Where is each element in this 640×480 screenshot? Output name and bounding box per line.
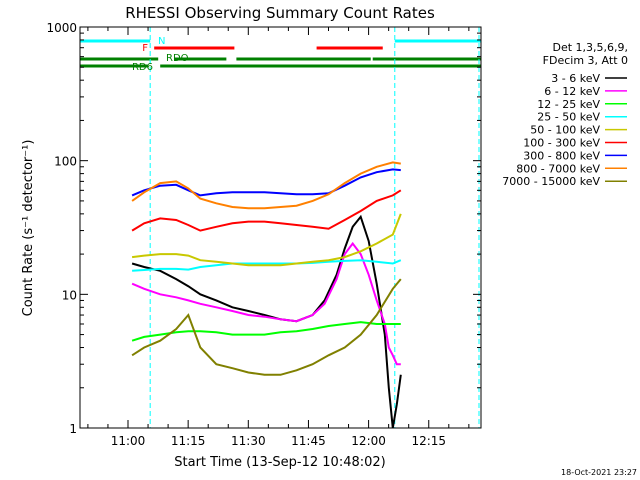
series-line [131,161,401,210]
y-tick-label: 10 [62,288,77,302]
flag-bars [80,39,481,68]
series-lines [131,161,402,429]
plot-frame [79,26,482,429]
series-line [131,321,401,342]
x-axis-label: Start Time (13-Sep-12 10:48:02) [174,455,385,470]
series-line [132,259,402,272]
series-line [131,168,401,197]
timestamp: 18-Oct-2021 23:27 [561,468,637,477]
legend-label: 100 - 300 keV [523,137,600,150]
x-axis-ticks: 11:00 11:15 11:30 11:45 12:00 12:15 [87,27,470,448]
x-tick-label: 11:15 [171,434,206,448]
chart-title: RHESSI Observing Summary Count Rates [125,4,435,22]
x-tick-label: 11:30 [231,434,266,448]
legend-label: 25 - 50 keV [537,111,600,124]
flag-label-n: N [158,36,165,47]
legend-label: 6 - 12 keV [544,85,600,98]
y-tick-label: 1 [69,422,77,436]
series-line [131,278,402,376]
x-tick-label: 11:45 [291,434,326,448]
y-axis-label: Count Rate (s⁻¹ detector⁻¹) [21,140,36,317]
legend-title-line-1: Det 1,3,5,6,9, [552,41,628,54]
flag-label-rd6: RD6 [132,62,153,73]
series-line [131,189,402,232]
legend-label: 7000 - 15000 keV [502,175,600,188]
y-tick-label: 1000 [46,21,77,35]
x-tick-label: 12:00 [351,434,386,448]
legend-label: 300 - 800 keV [523,149,600,162]
y-axis-ticks: 1 10 100 1000 [46,21,481,436]
legend-label: 12 - 25 keV [537,98,600,111]
flag-label-rdo: RDO [166,53,189,64]
flag-label-f: F [142,43,148,54]
series-line [131,213,402,267]
legend-label: 800 - 7000 keV [516,162,600,175]
flag-labels: NF RDO RD6 [132,36,189,73]
x-tick-label: 11:00 [111,434,146,448]
legend-label: 3 - 6 keV [551,72,600,85]
series-line [131,241,401,366]
legend-label: 50 - 100 keV [530,124,600,137]
y-tick-label: 100 [54,155,77,169]
legend-title-line-2: FDecim 3, Att 0 [543,54,628,67]
x-tick-label: 12:15 [411,434,446,448]
